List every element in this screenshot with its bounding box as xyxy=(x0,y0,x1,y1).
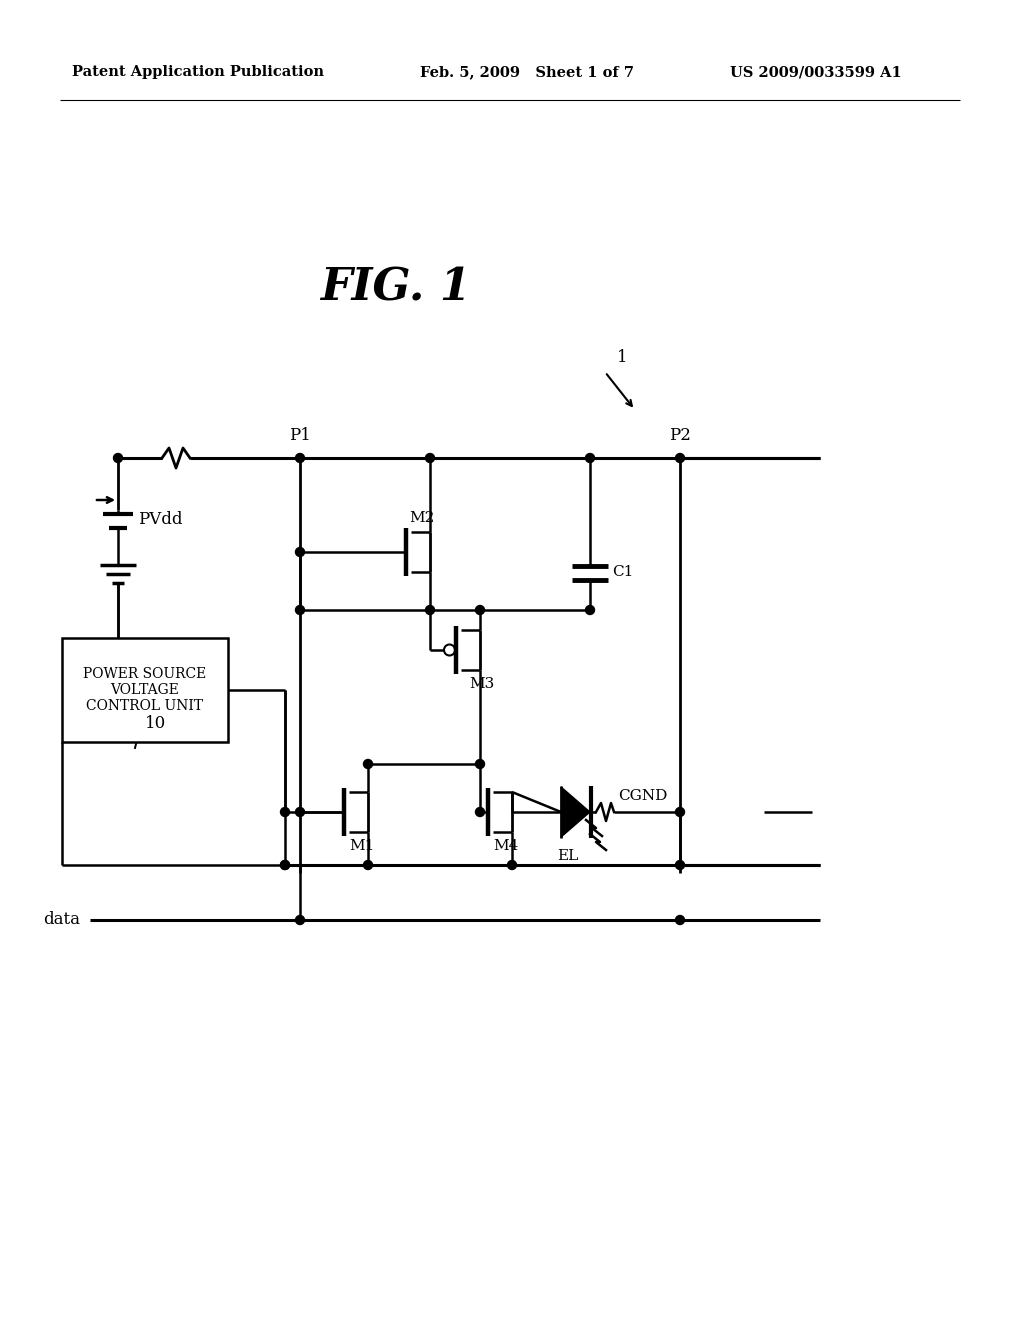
Circle shape xyxy=(296,808,304,817)
Circle shape xyxy=(281,808,290,817)
Text: CGND: CGND xyxy=(618,789,668,803)
Text: P1: P1 xyxy=(289,428,311,445)
Circle shape xyxy=(508,861,516,870)
Circle shape xyxy=(281,861,290,870)
Text: Patent Application Publication: Patent Application Publication xyxy=(72,65,324,79)
Text: M1: M1 xyxy=(349,840,375,853)
Circle shape xyxy=(114,454,123,462)
Text: C1: C1 xyxy=(612,565,634,579)
Text: M2: M2 xyxy=(410,511,434,525)
Text: data: data xyxy=(43,912,80,928)
Circle shape xyxy=(426,606,434,615)
Text: M3: M3 xyxy=(469,677,495,690)
Circle shape xyxy=(364,759,373,768)
Circle shape xyxy=(676,861,684,870)
Circle shape xyxy=(475,606,484,615)
Text: FIG. 1: FIG. 1 xyxy=(319,267,470,309)
Text: POWER SOURCE
VOLTAGE
CONTROL UNIT: POWER SOURCE VOLTAGE CONTROL UNIT xyxy=(83,667,207,713)
Circle shape xyxy=(296,548,304,557)
Text: US 2009/0033599 A1: US 2009/0033599 A1 xyxy=(730,65,902,79)
Circle shape xyxy=(296,606,304,615)
Text: PVdd: PVdd xyxy=(138,511,182,528)
Circle shape xyxy=(475,759,484,768)
Circle shape xyxy=(475,808,484,817)
Text: Feb. 5, 2009   Sheet 1 of 7: Feb. 5, 2009 Sheet 1 of 7 xyxy=(420,65,634,79)
Text: P2: P2 xyxy=(669,428,691,445)
Circle shape xyxy=(586,454,595,462)
Circle shape xyxy=(676,454,684,462)
Circle shape xyxy=(281,861,290,870)
Circle shape xyxy=(586,606,595,615)
Polygon shape xyxy=(561,785,591,838)
Circle shape xyxy=(364,861,373,870)
Circle shape xyxy=(296,916,304,924)
Text: 10: 10 xyxy=(145,715,166,733)
Text: 1: 1 xyxy=(616,350,628,367)
Text: EL: EL xyxy=(557,849,579,863)
Text: M4: M4 xyxy=(494,840,519,853)
Bar xyxy=(62,638,228,742)
Circle shape xyxy=(676,808,684,817)
Circle shape xyxy=(676,916,684,924)
Circle shape xyxy=(296,454,304,462)
Circle shape xyxy=(426,454,434,462)
